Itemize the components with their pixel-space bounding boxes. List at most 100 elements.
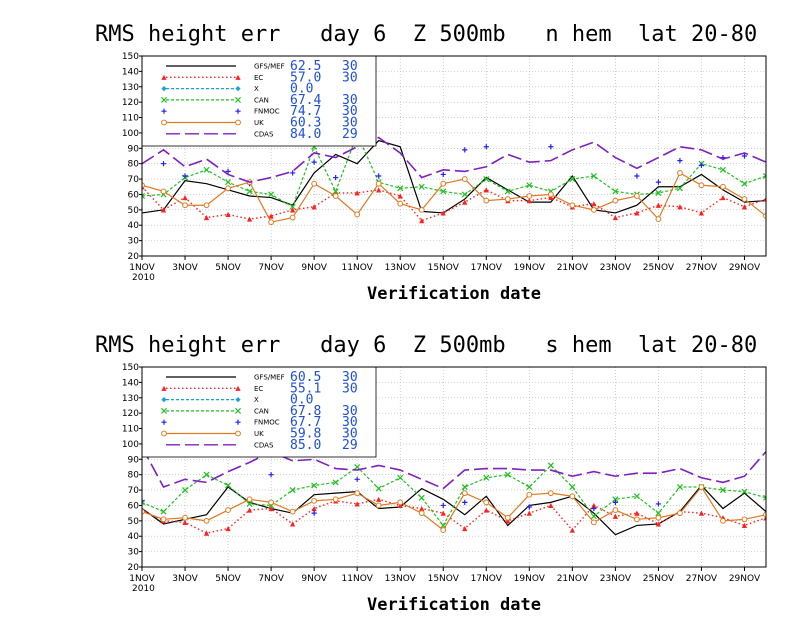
data-point-fnmoc [160, 161, 167, 167]
data-point-can [762, 172, 766, 180]
data-point-can [547, 462, 554, 469]
data-point-uk [526, 193, 533, 199]
legend-marker [161, 419, 167, 425]
series-ec [142, 496, 766, 536]
data-point-ec [505, 518, 511, 524]
chart-title: RMS height err day 6 Z 500mb s hem lat 2… [95, 333, 757, 358]
series-cdas [142, 136, 766, 183]
x-tick-label: 27NOV [686, 263, 718, 273]
data-point-can [633, 493, 640, 500]
data-point-ec [354, 190, 360, 196]
x-axis-label: Verification date [367, 595, 541, 615]
data-point-can [719, 166, 726, 173]
data-point-can [461, 483, 468, 491]
data-point-fnmoc [548, 144, 554, 150]
data-point-uk [612, 507, 619, 513]
x-tick-label: 7NOV [258, 574, 284, 584]
legend-count: 30 [342, 59, 358, 74]
data-point-can [418, 494, 425, 501]
legend-entry-ec: EC 55.1 30 [161, 381, 358, 396]
y-tick-label: 90 [128, 144, 140, 154]
y-tick-label: 30 [128, 548, 140, 558]
data-point-uk [590, 206, 597, 213]
data-point-can [655, 510, 662, 517]
data-point-fnmoc [462, 499, 468, 505]
legend-marker [161, 385, 167, 391]
data-point-ec [569, 527, 575, 533]
legend-value: 67.4 [290, 93, 321, 108]
legend-name: GFS/MEF [254, 63, 285, 71]
legend-marker [161, 108, 167, 114]
data-point-ec [655, 521, 662, 527]
data-point-can [225, 179, 232, 186]
y-tick-label: 50 [128, 206, 140, 216]
legend-name: EC [254, 385, 263, 393]
data-point-fnmoc [612, 499, 618, 505]
data-point-can [289, 203, 296, 210]
legend-entry-x: X 0.0 [161, 82, 313, 97]
legend-count: 30 [342, 116, 358, 131]
legend-value: 74.7 [290, 104, 321, 119]
data-point-fnmoc [290, 170, 296, 176]
legend-count: 30 [342, 104, 358, 119]
x-tick-label: 17NOV [471, 574, 503, 584]
data-point-ec [698, 510, 705, 516]
data-point-fnmoc [655, 179, 662, 185]
data-point-can [461, 191, 468, 198]
data-point-can [526, 182, 533, 189]
data-point-uk [246, 496, 253, 503]
legend-count: 30 [342, 370, 358, 385]
series-can [142, 462, 766, 529]
data-point-can [397, 474, 404, 481]
data-point-can [203, 166, 210, 173]
legend-marker [161, 430, 167, 437]
x-tick-label: 7NOV [258, 263, 284, 273]
data-point-can [483, 176, 490, 183]
data-point-can [762, 494, 766, 501]
x-tick-label: 5NOV [215, 263, 241, 273]
legend-count: 29 [342, 438, 358, 453]
data-point-uk [720, 183, 726, 190]
series-gfs-mef [142, 484, 766, 536]
data-point-uk [418, 206, 425, 213]
data-point-uk [655, 216, 662, 222]
data-point-ec [290, 521, 296, 527]
y-tick-label: 110 [122, 114, 139, 124]
data-point-ec [698, 210, 705, 216]
x-tick-label: 17NOV [471, 263, 503, 273]
data-point-uk [160, 188, 167, 195]
data-point-can [741, 180, 748, 187]
legend-value: 62.5 [290, 59, 321, 74]
x-tick-label: 25NOV [643, 263, 675, 273]
data-point-ec [160, 207, 167, 213]
x-axis-year: 2010 [132, 273, 155, 283]
data-point-can [440, 188, 447, 195]
data-point-can [418, 183, 425, 190]
legend-marker [235, 108, 241, 114]
legend-entry-fnmoc: FNMOC 74.7 30 [161, 104, 358, 119]
data-point-uk [397, 499, 404, 506]
data-point-can [397, 185, 404, 192]
y-tick-label: 130 [122, 394, 139, 404]
series-line-ec [142, 498, 766, 534]
y-tick-label: 140 [122, 67, 139, 77]
data-point-fnmoc [268, 472, 274, 478]
x-tick-label: 11NOV [342, 574, 374, 584]
data-point-uk [268, 499, 275, 506]
series-uk [142, 170, 766, 226]
data-point-ec [655, 202, 662, 208]
x-tick-label: 13NOV [385, 574, 417, 584]
x-tick-label: 23NOV [600, 263, 632, 273]
data-point-fnmoc [655, 501, 662, 507]
data-point-can [483, 474, 490, 481]
data-point-uk [225, 185, 231, 192]
legend-name: X [254, 396, 259, 404]
data-point-uk [590, 519, 597, 526]
legend-box [141, 55, 377, 147]
legend-entry-can: CAN 67.4 30 [160, 93, 358, 108]
data-point-uk [698, 484, 705, 490]
data-point-ec [397, 193, 403, 199]
legend-value: 84.0 [290, 127, 321, 142]
data-point-uk [289, 508, 296, 515]
chart-panel-north: RMS height err day 6 Z 500mb n hem lat 2… [95, 22, 767, 304]
